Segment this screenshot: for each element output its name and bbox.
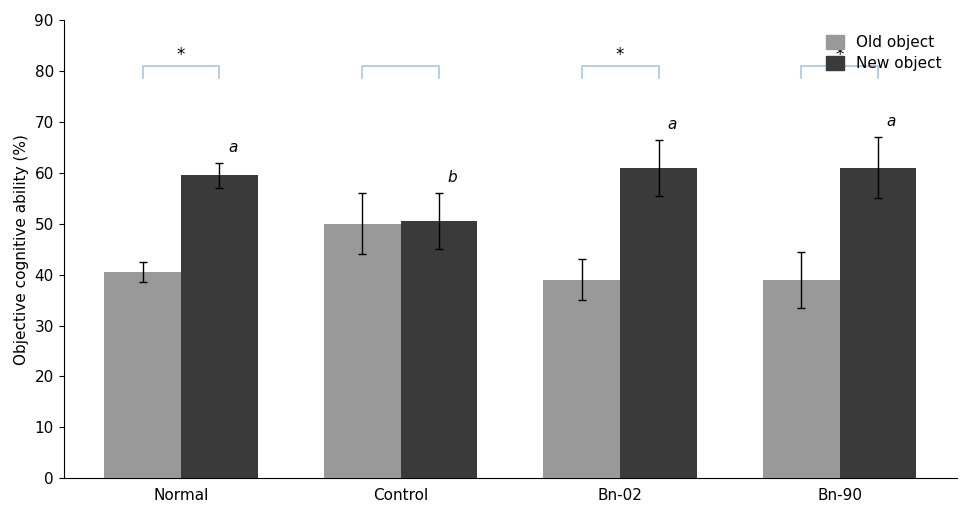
- Bar: [840, 168, 917, 478]
- Bar: [181, 175, 258, 478]
- Text: a: a: [228, 140, 238, 155]
- Text: *: *: [177, 46, 185, 64]
- Text: b: b: [448, 171, 457, 186]
- Text: *: *: [835, 46, 844, 64]
- Bar: [763, 280, 840, 478]
- Legend: Old object, New object: Old object, New object: [818, 27, 950, 79]
- Text: a: a: [887, 114, 896, 129]
- Bar: [104, 272, 181, 478]
- Bar: [401, 221, 478, 478]
- Text: a: a: [667, 117, 677, 132]
- Y-axis label: Objective cognitive ability (%): Objective cognitive ability (%): [14, 134, 29, 364]
- Bar: [323, 224, 401, 478]
- Bar: [620, 168, 697, 478]
- Bar: [543, 280, 620, 478]
- Text: *: *: [616, 46, 624, 64]
